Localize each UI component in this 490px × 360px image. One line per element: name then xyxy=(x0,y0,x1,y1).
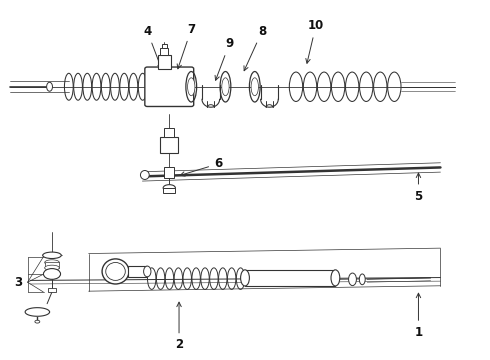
Ellipse shape xyxy=(251,78,258,96)
Text: 3: 3 xyxy=(14,276,22,289)
Bar xyxy=(158,55,171,69)
Ellipse shape xyxy=(241,270,249,286)
Ellipse shape xyxy=(144,266,151,277)
Text: 7: 7 xyxy=(177,23,196,69)
Ellipse shape xyxy=(35,320,40,323)
Text: 9: 9 xyxy=(215,37,234,80)
Bar xyxy=(162,44,167,48)
Ellipse shape xyxy=(141,171,149,180)
Ellipse shape xyxy=(102,259,129,284)
Ellipse shape xyxy=(44,269,61,279)
Ellipse shape xyxy=(359,274,365,285)
Ellipse shape xyxy=(222,78,229,96)
Text: 1: 1 xyxy=(415,293,422,339)
Bar xyxy=(164,128,174,137)
Ellipse shape xyxy=(331,270,340,286)
Bar xyxy=(128,266,147,277)
Ellipse shape xyxy=(45,260,59,265)
Text: 10: 10 xyxy=(306,19,324,63)
Bar xyxy=(163,188,175,193)
Text: 6: 6 xyxy=(180,157,222,176)
Bar xyxy=(48,288,56,292)
Ellipse shape xyxy=(348,273,356,285)
Bar xyxy=(164,167,174,178)
Bar xyxy=(160,137,178,153)
Bar xyxy=(245,270,335,286)
Text: 2: 2 xyxy=(175,302,183,351)
Ellipse shape xyxy=(43,252,61,258)
Bar xyxy=(45,262,59,268)
Ellipse shape xyxy=(188,78,195,96)
Ellipse shape xyxy=(45,265,59,271)
FancyBboxPatch shape xyxy=(145,67,194,107)
Text: 5: 5 xyxy=(415,173,422,203)
Polygon shape xyxy=(25,308,49,316)
Bar xyxy=(160,48,168,55)
Text: 4: 4 xyxy=(143,25,162,69)
Ellipse shape xyxy=(47,82,52,91)
Text: 8: 8 xyxy=(244,25,266,71)
Ellipse shape xyxy=(163,185,175,191)
